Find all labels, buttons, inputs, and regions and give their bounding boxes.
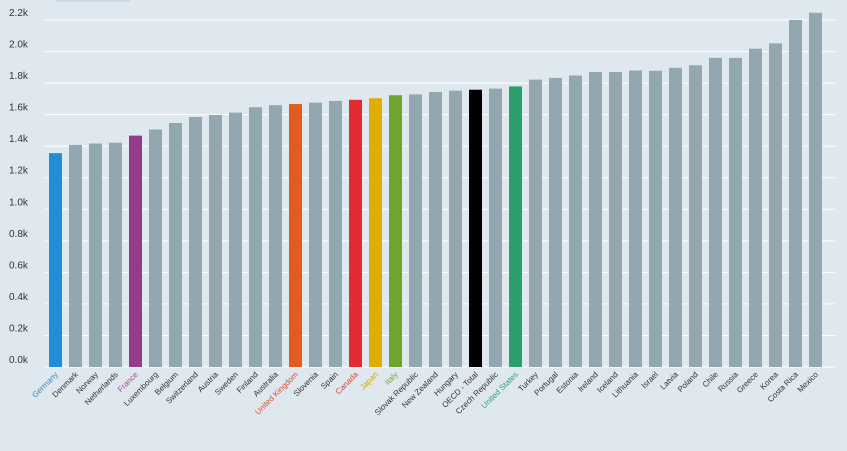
y-tick-label: 1.6k	[9, 103, 29, 114]
bar-costa-rica[interactable]	[789, 20, 802, 367]
x-tick-label: Japan	[358, 370, 380, 392]
y-tick-label: 0.6k	[9, 260, 29, 271]
bar-latvia[interactable]	[669, 67, 682, 367]
y-tick-label: 0.0k	[9, 355, 29, 366]
bar-oecd-total[interactable]	[469, 89, 482, 367]
bar-united-states[interactable]	[509, 86, 522, 367]
bar-luxembourg[interactable]	[149, 129, 162, 367]
x-tick-label: Israel	[640, 370, 660, 390]
bar-new-zealand[interactable]	[429, 91, 442, 367]
bar-korea[interactable]	[769, 43, 782, 368]
y-tick-label: 0.4k	[9, 292, 29, 303]
bar-chile[interactable]	[709, 57, 722, 367]
bar-norway[interactable]	[89, 143, 102, 367]
bar-russia[interactable]	[729, 57, 742, 367]
y-tick-label: 1.2k	[9, 166, 29, 177]
x-tick-label: Poland	[676, 370, 700, 394]
bar-finland[interactable]	[249, 107, 262, 368]
bar-israel[interactable]	[649, 70, 662, 368]
x-tick-label: Mexico	[796, 370, 821, 395]
bar-germany[interactable]	[49, 153, 62, 367]
y-tick-label: 2.0k	[9, 40, 29, 51]
y-tick-label: 2.2k	[9, 8, 29, 19]
bar-switzerland[interactable]	[189, 117, 202, 367]
bar-mexico[interactable]	[809, 12, 822, 368]
bar-lithuania[interactable]	[629, 70, 642, 368]
x-axis-labels: GermanyDenmarkNorwayNetherlandsFranceLux…	[30, 369, 820, 417]
bar-austria[interactable]	[209, 114, 222, 368]
bar-belgium[interactable]	[169, 122, 182, 367]
bar-denmark[interactable]	[69, 144, 82, 367]
bar-france[interactable]	[129, 135, 142, 367]
y-tick-label: 1.4k	[9, 134, 29, 145]
bar-iceland[interactable]	[609, 72, 622, 368]
bar-slovenia[interactable]	[309, 102, 322, 367]
y-tick-label: 0.2k	[9, 323, 29, 334]
bar-slovak-republic[interactable]	[409, 94, 422, 368]
bar-turkey[interactable]	[529, 79, 542, 367]
x-tick-label: Estonia	[555, 370, 581, 396]
bar-hungary[interactable]	[449, 90, 462, 368]
chart-tab-indicator	[55, 0, 131, 2]
x-tick-label: Greece	[735, 370, 760, 395]
bar-canada[interactable]	[349, 99, 362, 367]
bar-japan[interactable]	[369, 98, 382, 367]
y-tick-label: 0.8k	[9, 229, 29, 240]
bar-australia[interactable]	[269, 105, 282, 367]
y-axis-ticks: 0.0k 0.2k 0.4k 0.6k 0.8k 1.0k 1.2k 1.4k 1.6k 1.8k…	[9, 8, 29, 366]
bars	[49, 12, 822, 368]
bar-ireland[interactable]	[589, 72, 602, 368]
bar-united-kingdom[interactable]	[289, 104, 302, 367]
bar-estonia[interactable]	[569, 75, 582, 368]
bar-portugal[interactable]	[549, 77, 562, 367]
bar-poland[interactable]	[689, 65, 702, 367]
y-tick-label: 1.8k	[9, 71, 29, 82]
x-tick-label: Canada	[334, 370, 361, 397]
bar-netherlands[interactable]	[109, 142, 122, 367]
y-tick-label: 1.0k	[9, 197, 29, 208]
bar-sweden[interactable]	[229, 112, 242, 367]
bar-italy[interactable]	[389, 95, 402, 368]
bar-greece[interactable]	[749, 48, 762, 368]
x-tick-label: Italy	[383, 370, 400, 387]
bar-spain[interactable]	[329, 100, 342, 367]
bar-czech-republic[interactable]	[489, 88, 502, 368]
